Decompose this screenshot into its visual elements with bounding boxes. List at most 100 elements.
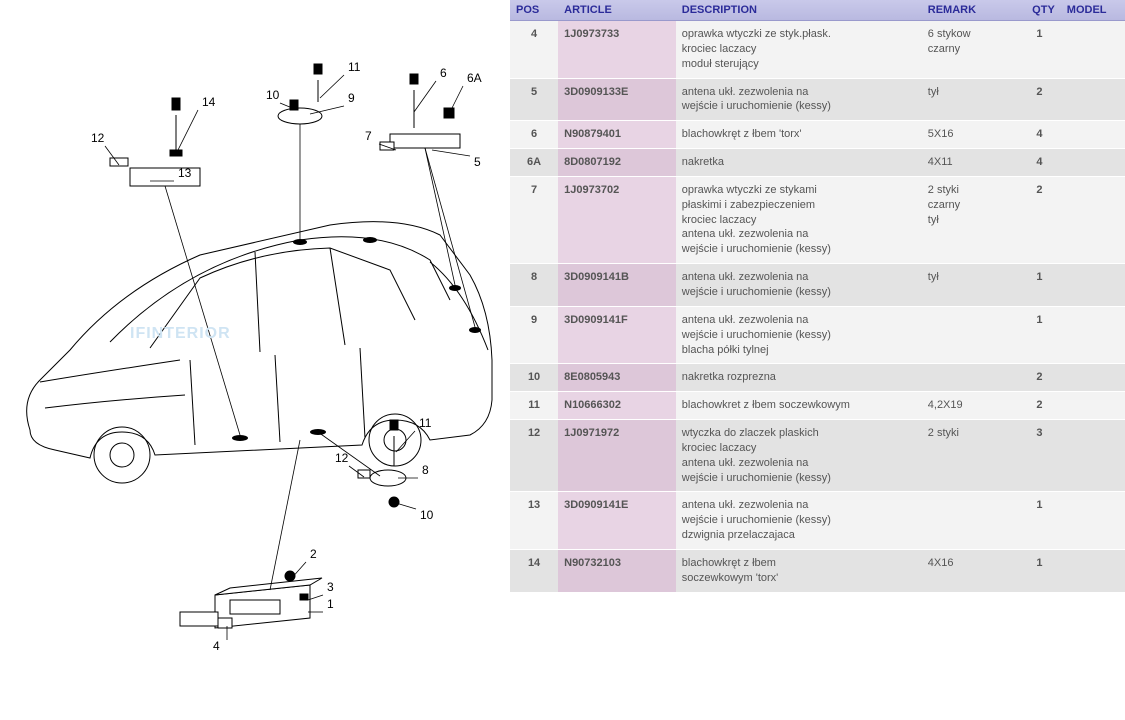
callout-label: 4	[213, 639, 220, 653]
cell-qty: 4	[1018, 121, 1061, 149]
watermark: IFINTERIOR	[130, 325, 231, 343]
table-row[interactable]: 108E0805943nakretka rozprezna 2	[510, 364, 1125, 392]
cell-pos: 5	[510, 78, 558, 121]
col-pos: POS	[510, 0, 558, 21]
cell-article: 1J0973733	[558, 21, 676, 79]
table-row[interactable]: 11N10666302blachowkret z łbem soczewkowy…	[510, 392, 1125, 420]
cell-model	[1061, 121, 1125, 149]
parts-table: POS ARTICLE DESCRIPTION REMARK QTY MODEL…	[510, 0, 1125, 593]
callout-label: 10	[266, 88, 280, 102]
table-row[interactable]: 71J0973702oprawka wtyczki ze stykamipłas…	[510, 176, 1125, 263]
cell-remark: 4X11	[922, 149, 1018, 177]
callout-label: 3	[327, 580, 334, 594]
cell-model	[1061, 420, 1125, 492]
cell-remark	[922, 364, 1018, 392]
callout-label: 5	[474, 155, 481, 169]
cell-description: oprawka wtyczki ze stykamipłaskimi i zab…	[676, 176, 922, 263]
callout-label: 13	[178, 166, 192, 180]
cell-qty: 2	[1018, 392, 1061, 420]
cell-pos: 9	[510, 306, 558, 364]
cell-model	[1061, 306, 1125, 364]
table-row[interactable]: 93D0909141Fantena ukł. zezwolenia nawejś…	[510, 306, 1125, 364]
cell-description: blachowkręt z łbemsoczewkowym 'torx'	[676, 549, 922, 592]
cell-model	[1061, 78, 1125, 121]
parts-table-panel: POS ARTICLE DESCRIPTION REMARK QTY MODEL…	[510, 0, 1125, 717]
cell-remark: tył	[922, 264, 1018, 307]
cell-description: antena ukł. zezwolenia nawejście i uruch…	[676, 264, 922, 307]
callout-label: 10	[420, 508, 434, 522]
parts-diagram: 1412131110966A7511128102314 IFINTERIOR	[0, 0, 510, 717]
cell-article: 3D0909141F	[558, 306, 676, 364]
cell-description: blachowkret z łbem soczewkowym	[676, 392, 922, 420]
callout-label: 12	[335, 451, 349, 465]
callout-label: 9	[348, 91, 355, 105]
cell-model	[1061, 21, 1125, 79]
cell-qty: 3	[1018, 420, 1061, 492]
cell-pos: 7	[510, 176, 558, 263]
cell-model	[1061, 149, 1125, 177]
cell-model	[1061, 264, 1125, 307]
cell-qty: 2	[1018, 176, 1061, 263]
cell-article: 1J0973702	[558, 176, 676, 263]
cell-pos: 14	[510, 549, 558, 592]
cell-description: wtyczka do zlaczek plaskichkrociec lacza…	[676, 420, 922, 492]
cell-pos: 12	[510, 420, 558, 492]
cell-model	[1061, 364, 1125, 392]
cell-article: 8E0805943	[558, 364, 676, 392]
cell-qty: 1	[1018, 549, 1061, 592]
callout-label: 1	[327, 597, 334, 611]
cell-remark: 4X16	[922, 549, 1018, 592]
cell-description: blachowkręt z łbem 'torx'	[676, 121, 922, 149]
cell-article: 8D0807192	[558, 149, 676, 177]
cell-remark	[922, 492, 1018, 550]
cell-remark: 4,2X19	[922, 392, 1018, 420]
cell-model	[1061, 392, 1125, 420]
cell-remark: 6 stykowczarny	[922, 21, 1018, 79]
callout-label: 12	[91, 131, 105, 145]
cell-remark: 5X16	[922, 121, 1018, 149]
callout-label: 11	[419, 416, 432, 430]
callout-label: 6A	[467, 71, 482, 85]
callout-label: 14	[202, 95, 216, 109]
cell-description: nakretka	[676, 149, 922, 177]
cell-qty: 4	[1018, 149, 1061, 177]
cell-description: oprawka wtyczki ze styk.płask.krociec la…	[676, 21, 922, 79]
cell-model	[1061, 492, 1125, 550]
table-row[interactable]: 14N90732103blachowkręt z łbemsoczewkowym…	[510, 549, 1125, 592]
cell-description: antena ukł. zezwolenia nawejście i uruch…	[676, 306, 922, 364]
cell-pos: 11	[510, 392, 558, 420]
table-row[interactable]: 6N90879401blachowkręt z łbem 'torx'5X164	[510, 121, 1125, 149]
cell-description: antena ukł. zezwolenia nawejście i uruch…	[676, 78, 922, 121]
cell-article: N90879401	[558, 121, 676, 149]
cell-pos: 6	[510, 121, 558, 149]
cell-description: nakretka rozprezna	[676, 364, 922, 392]
table-row[interactable]: 6A8D0807192nakretka4X114	[510, 149, 1125, 177]
cell-article: N90732103	[558, 549, 676, 592]
table-row[interactable]: 41J0973733oprawka wtyczki ze styk.płask.…	[510, 21, 1125, 79]
cell-remark: 2 stykiczarnytył	[922, 176, 1018, 263]
cell-pos: 10	[510, 364, 558, 392]
col-article: ARTICLE	[558, 0, 676, 21]
col-description: DESCRIPTION	[676, 0, 922, 21]
callout-label: 8	[422, 463, 429, 477]
cell-pos: 4	[510, 21, 558, 79]
table-row[interactable]: 121J0971972wtyczka do zlaczek plaskichkr…	[510, 420, 1125, 492]
cell-pos: 13	[510, 492, 558, 550]
cell-qty: 1	[1018, 492, 1061, 550]
cell-article: 3D0909133E	[558, 78, 676, 121]
cell-remark: 2 styki	[922, 420, 1018, 492]
cell-qty: 2	[1018, 78, 1061, 121]
cell-qty: 2	[1018, 364, 1061, 392]
cell-article: 3D0909141B	[558, 264, 676, 307]
table-row[interactable]: 83D0909141Bantena ukł. zezwolenia nawejś…	[510, 264, 1125, 307]
col-qty: QTY	[1018, 0, 1061, 21]
cell-model	[1061, 549, 1125, 592]
cell-description: antena ukł. zezwolenia nawejście i uruch…	[676, 492, 922, 550]
table-row[interactable]: 53D0909133Eantena ukł. zezwolenia nawejś…	[510, 78, 1125, 121]
car-schematic-svg: 1412131110966A7511128102314	[0, 0, 510, 717]
cell-qty: 1	[1018, 21, 1061, 79]
callout-label: 2	[310, 547, 317, 561]
cell-remark: tył	[922, 78, 1018, 121]
callout-label: 11	[348, 60, 361, 74]
table-row[interactable]: 133D0909141Eantena ukł. zezwolenia nawej…	[510, 492, 1125, 550]
